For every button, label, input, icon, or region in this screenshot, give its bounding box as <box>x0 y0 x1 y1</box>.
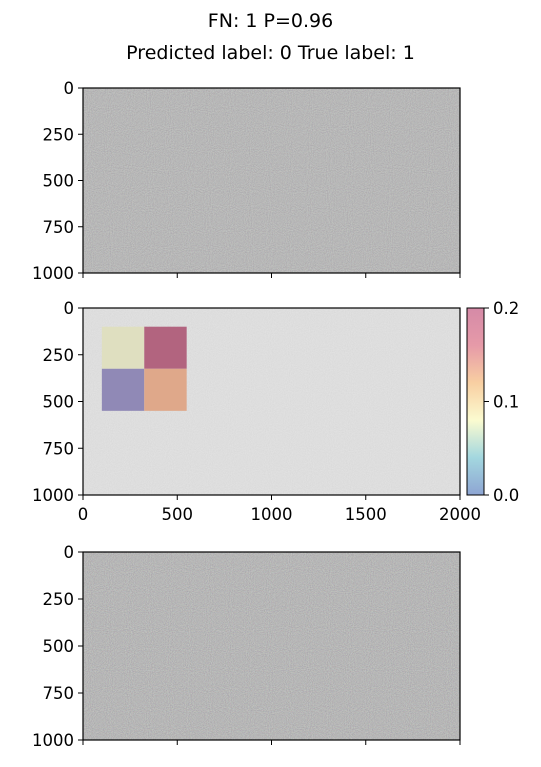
colorbar: 0.0 0.1 0.2 <box>466 299 519 505</box>
bottom-panel: 0 250 500 750 1000 <box>32 543 461 750</box>
y-tick-label-500: 500 <box>43 172 75 191</box>
heat-cell-2 <box>144 326 187 369</box>
x-tick-label-1000: 1000 <box>251 505 293 524</box>
colorbar-tick-label-2: 0.2 <box>493 299 519 318</box>
y-tick-label-500: 500 <box>43 393 75 412</box>
y-tick-label-1000: 1000 <box>32 731 74 750</box>
y-tick-label-750: 750 <box>43 218 75 237</box>
y-tick-label-0: 0 <box>64 79 75 98</box>
y-tick-label-250: 250 <box>43 590 75 609</box>
x-tick-label-500: 500 <box>162 505 194 524</box>
x-tick-label-1500: 1500 <box>345 505 387 524</box>
y-tick-label-250: 250 <box>43 346 75 365</box>
top-panel: 0 250 500 750 1000 <box>32 79 461 283</box>
y-tick-label-1000: 1000 <box>32 486 74 505</box>
heat-cell-1 <box>101 326 145 369</box>
colorbar-tick-label-0: 0.0 <box>493 486 519 505</box>
y-tick-label-500: 500 <box>43 637 75 656</box>
colorbar-gradient <box>467 308 484 495</box>
y-tick-label-250: 250 <box>43 125 75 144</box>
bottom-panel-image-noise <box>83 552 460 740</box>
y-tick-label-1000: 1000 <box>32 264 74 283</box>
chart-title-line-2: Predicted label: 0 True label: 1 <box>126 42 415 64</box>
heat-cell-3 <box>101 368 145 411</box>
y-tick-label-750: 750 <box>43 684 75 703</box>
top-panel-image-noise <box>83 88 460 273</box>
x-tick-label-0: 0 <box>78 505 89 524</box>
y-tick-label-0: 0 <box>64 299 75 318</box>
y-tick-label-750: 750 <box>43 439 75 458</box>
chart-title-line-1: FN: 1 P=0.96 <box>207 10 334 32</box>
y-tick-label-0: 0 <box>64 543 75 562</box>
heat-cell-4 <box>144 368 187 411</box>
x-tick-label-2000: 2000 <box>439 505 481 524</box>
colorbar-tick-label-1: 0.1 <box>493 393 519 412</box>
